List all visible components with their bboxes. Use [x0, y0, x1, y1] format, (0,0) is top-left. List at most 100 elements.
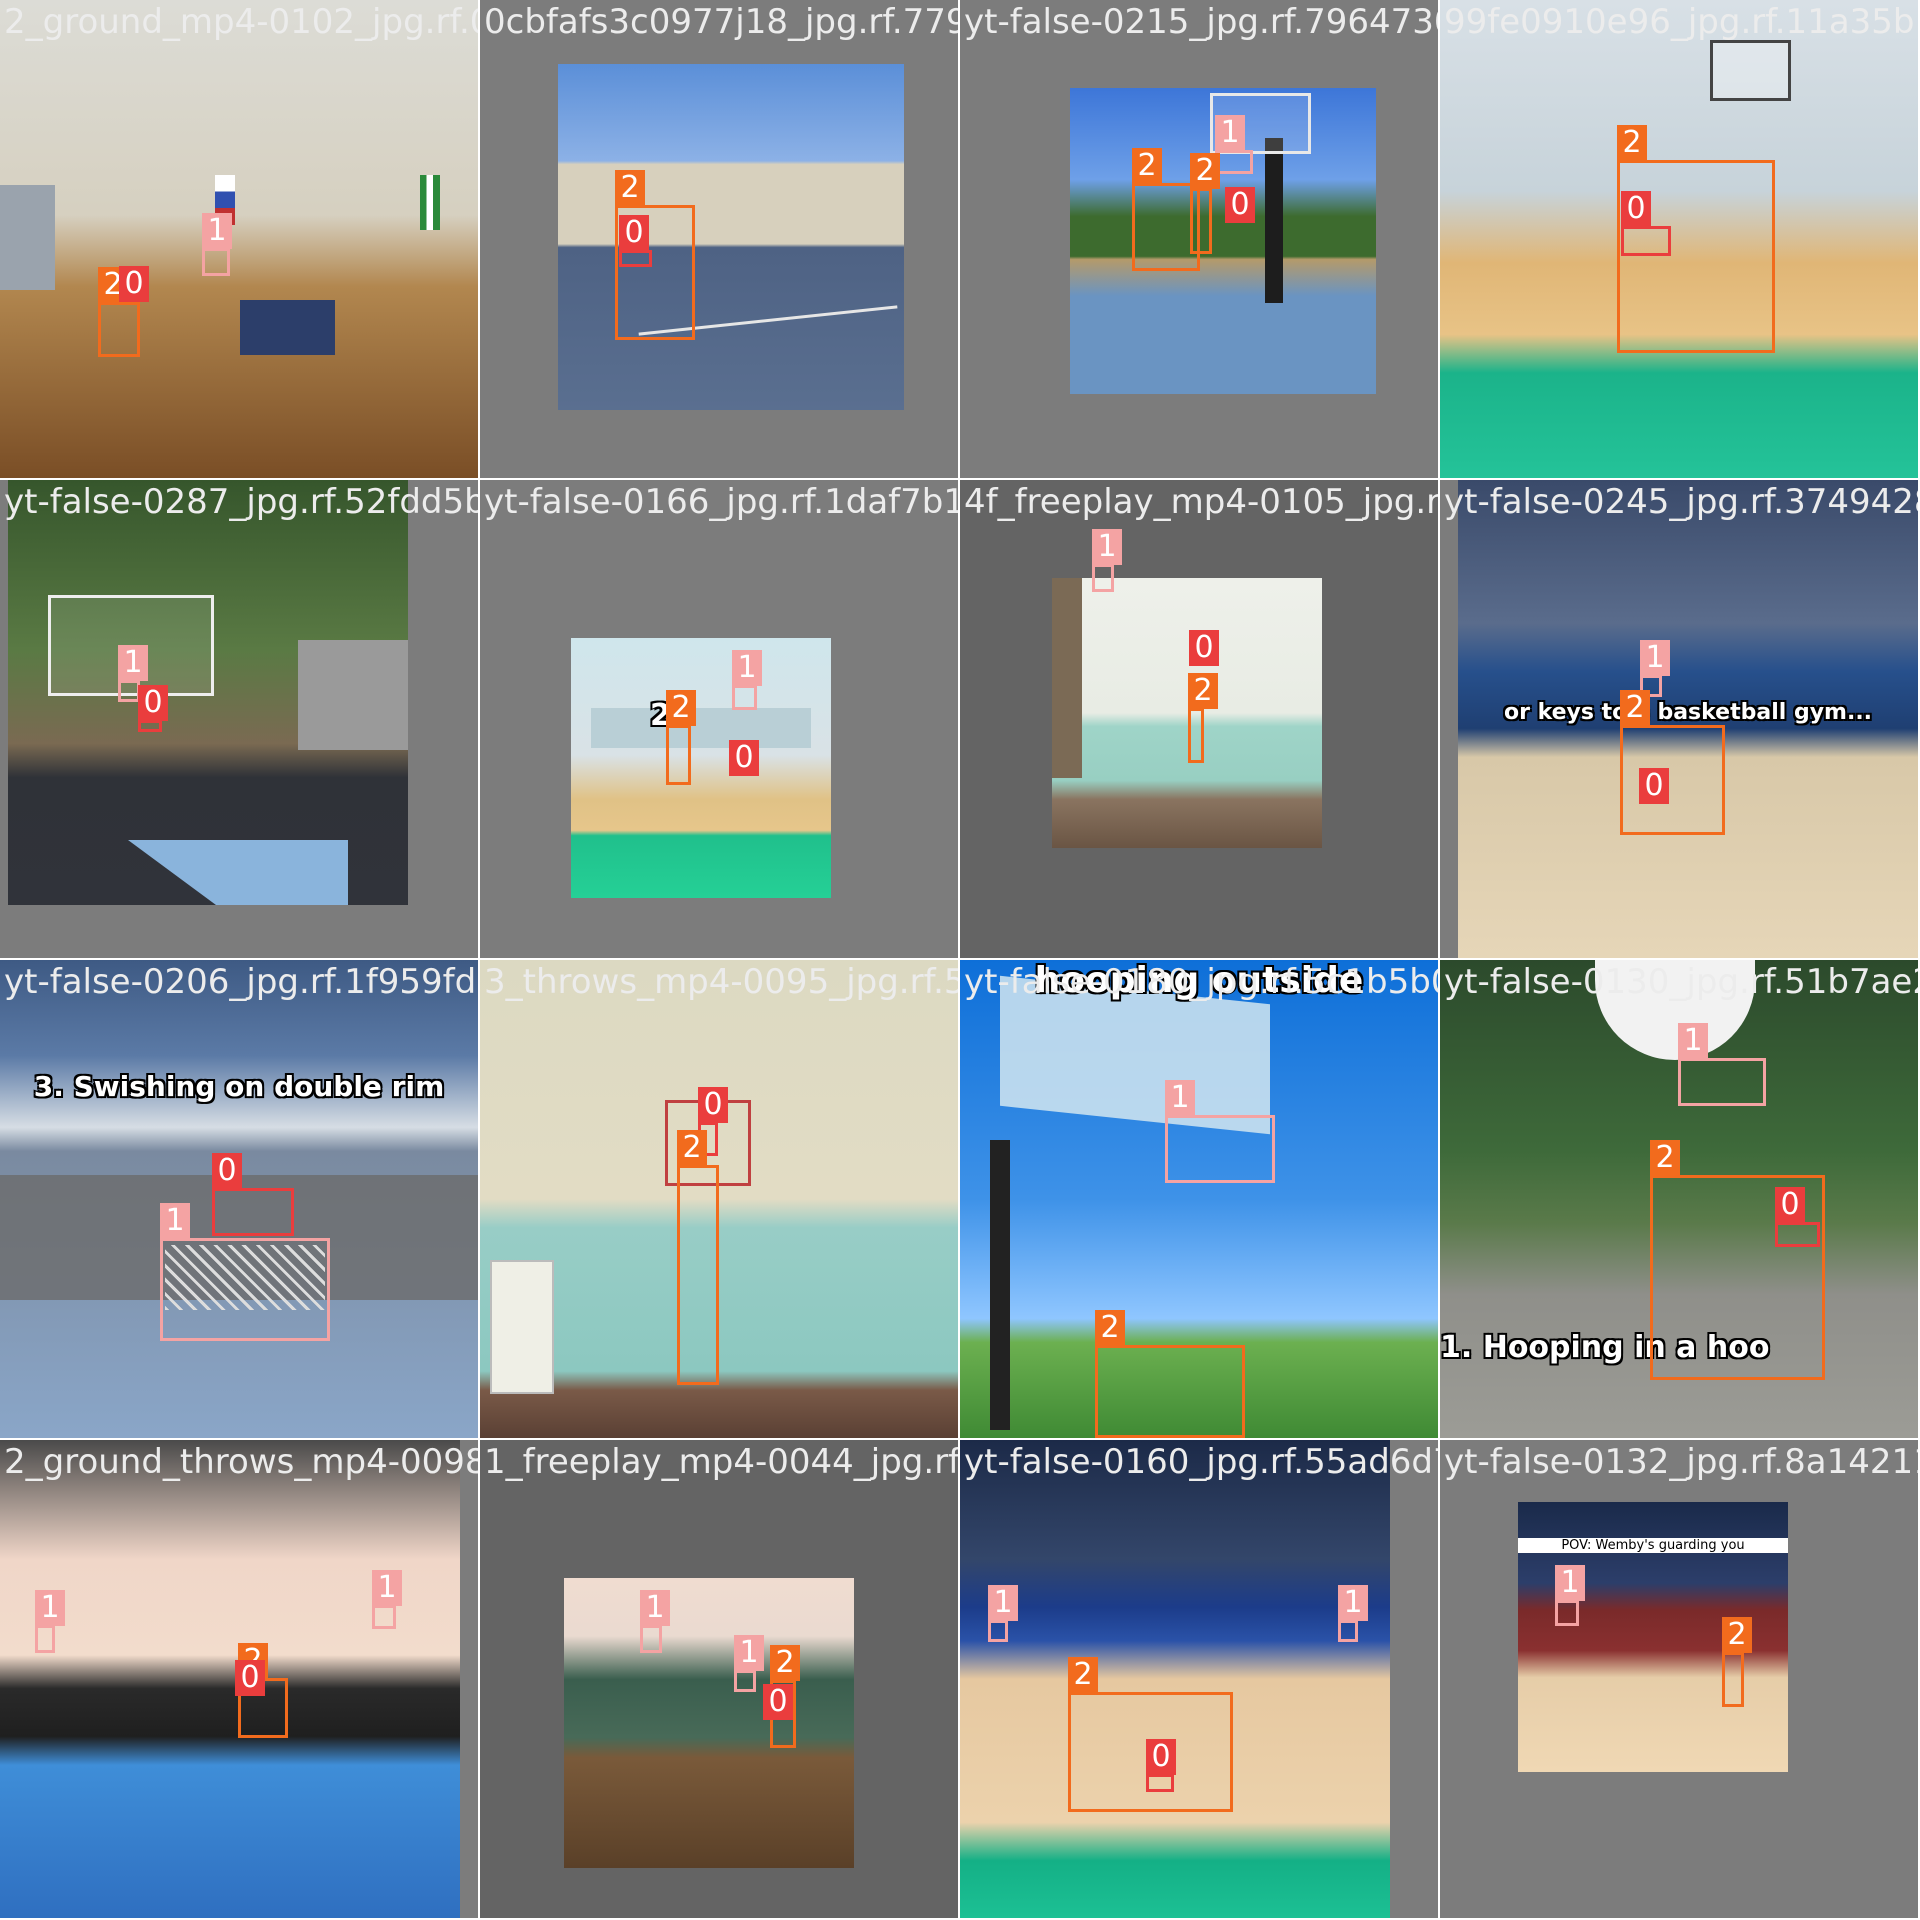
tile-8: 3. Swishing on double rim yt-false-0206_…	[0, 960, 478, 1438]
bbox-label: 1	[1165, 1080, 1195, 1116]
tile-7: or keys to a basketball gym... yt-false-…	[1440, 480, 1918, 958]
bbox-ball: 0	[619, 215, 652, 267]
bbox-hoop: 1	[1555, 1565, 1585, 1626]
bbox-hoop: 1	[202, 213, 232, 276]
bbox-label: 0	[1225, 187, 1255, 223]
bbox-label: 1	[732, 650, 762, 686]
bbox-hoop: 1	[1678, 1023, 1766, 1106]
bbox-label: 2	[1132, 148, 1162, 184]
net	[165, 1245, 325, 1310]
bbox-player: 2	[1132, 148, 1200, 271]
tile-15: POV: Wemby's guarding you yt-false-0132_…	[1440, 1440, 1918, 1918]
tile-3: 99fe0910e96_jpg.rf.11a35b 2 0	[1440, 0, 1918, 478]
bbox-label: 1	[1640, 640, 1670, 676]
shed	[298, 640, 408, 750]
tile-caption: 4f_freeplay_mp4-0105_jpg.rf.	[964, 482, 1438, 522]
bbox-label: 0	[698, 1087, 728, 1123]
bbox-player: 2	[1650, 1140, 1825, 1380]
goal-net	[240, 300, 335, 355]
tile-10: hooping outside yt-false-0180_jpg.rf.5c1…	[960, 960, 1438, 1438]
tile-5: 2 yt-false-0166_jpg.rf.1daf7b14f8fc0eaa1…	[480, 480, 958, 958]
tile-1: 0cbfafs3c0977j18_jpg.rf.77965b2fb4f0a6f6…	[480, 0, 958, 478]
bbox-hoop: 1	[734, 1635, 764, 1692]
tile-photo	[571, 638, 831, 898]
bbox-ball: 0	[1621, 191, 1671, 256]
bbox-label: 1	[1338, 1585, 1368, 1621]
bbox-player: 2	[1068, 1657, 1233, 1812]
tile-photo	[960, 960, 1438, 1438]
bbox-ball: 0	[1225, 187, 1255, 230]
tile-photo	[0, 1440, 460, 1918]
tile-caption: yt-false-0130_jpg.rf.51b7ae2	[1444, 962, 1918, 1002]
video-overlay-text: or keys to a basketball gym...	[1503, 700, 1873, 725]
video-overlay-text: 1. Hooping in a hoo	[1440, 1330, 1770, 1365]
bbox-label: 2	[1095, 1310, 1125, 1346]
tile-photo	[1440, 0, 1918, 478]
window	[0, 185, 55, 290]
bbox-player: 2	[666, 690, 696, 785]
bbox-hoop: 1	[1092, 529, 1122, 592]
tile-caption: yt-false-0160_jpg.rf.55ad6d7769a846752	[964, 1442, 1438, 1482]
hoop-pole	[990, 1140, 1010, 1430]
bbox-label: 1	[372, 1570, 402, 1606]
tile-13: 1_freeplay_mp4-0044_jpg.rf. 1 1 2 0	[480, 1440, 958, 1918]
tile-9: 3_throws_mp4-0095_jpg.rf.5 0 2	[480, 960, 958, 1438]
tile-caption: yt-false-0180_jpg.rf.5c1b5b0	[964, 962, 1438, 1002]
backboard	[1210, 93, 1311, 154]
tile-caption: 99fe0910e96_jpg.rf.11a35b	[1444, 2, 1915, 42]
bbox-label: 2	[1617, 125, 1647, 161]
flag	[420, 175, 440, 230]
bbox-hoop: 1	[1338, 1585, 1368, 1642]
bbox-label: 2	[1188, 673, 1218, 709]
bbox-hoop: 1	[1165, 1080, 1275, 1183]
hoop-pole	[1265, 138, 1283, 303]
bbox-label: 1	[118, 645, 148, 681]
tile-photo	[558, 64, 904, 410]
tile-photo	[1052, 578, 1322, 848]
bbox-label: 0	[1639, 768, 1669, 804]
bbox-hoop: 1	[35, 1590, 65, 1653]
video-overlay-text: 2	[650, 698, 671, 733]
bbox-label: 0	[619, 215, 649, 251]
bbox-label: 0	[119, 266, 149, 302]
tile-photo	[0, 0, 478, 478]
bbox-label: 2	[770, 1645, 800, 1681]
bbox-label: 2	[1722, 1617, 1752, 1653]
bbox-label: 2	[677, 1130, 707, 1166]
tile-caption: yt-false-0215_jpg.rf.796473099fe0910e96	[964, 2, 1438, 42]
bbox-hoop: 1	[118, 645, 148, 702]
tile-caption: 1_freeplay_mp4-0044_jpg.rf.	[484, 1442, 958, 1482]
tile-photo	[564, 1578, 854, 1868]
bbox-hoop: 1	[372, 1570, 402, 1629]
tile-caption: yt-false-0132_jpg.rf.8a14211	[1444, 1442, 1918, 1482]
bbox-hoop: 1	[732, 650, 762, 710]
bbox-hoop: 1	[1640, 640, 1670, 697]
court-paint	[128, 840, 348, 905]
bbox-player: 2	[98, 267, 140, 357]
bbox-ball: 0	[1775, 1187, 1820, 1247]
bbox-player: 2	[1188, 673, 1218, 763]
bbox-label: 2	[1068, 1657, 1098, 1693]
tile-6: 4f_freeplay_mp4-0105_jpg.rf. 1 0 2	[960, 480, 1438, 958]
bbox-label: 2	[666, 690, 696, 726]
bbox-label: 0	[1189, 630, 1219, 666]
bbox-label: 0	[138, 685, 168, 721]
bbox-label: 0	[1775, 1187, 1805, 1223]
tile-caption: yt-false-0245_jpg.rf.3749428	[1444, 482, 1918, 522]
bbox-player: 2	[615, 170, 695, 340]
bbox-hoop: 1	[640, 1590, 670, 1653]
bbox-label: 0	[1146, 1739, 1176, 1775]
tile-caption: yt-false-0287_jpg.rf.52fdd5be150bcb40f66	[4, 482, 478, 522]
tile-caption: yt-false-0166_jpg.rf.1daf7b14f8fc0eaa110	[484, 482, 958, 522]
door	[490, 1260, 554, 1394]
tile-photo	[960, 1440, 1390, 1918]
bbox-player: 2	[1617, 125, 1775, 353]
bbox-label: 0	[1621, 191, 1651, 227]
tile-photo	[480, 960, 958, 1438]
bbox-hoop: 1	[1215, 115, 1253, 174]
scoreboard	[591, 708, 811, 748]
bbox-label: 1	[202, 213, 232, 249]
bbox-label: 1	[1092, 529, 1122, 565]
bbox-ball: 0	[698, 1087, 728, 1156]
